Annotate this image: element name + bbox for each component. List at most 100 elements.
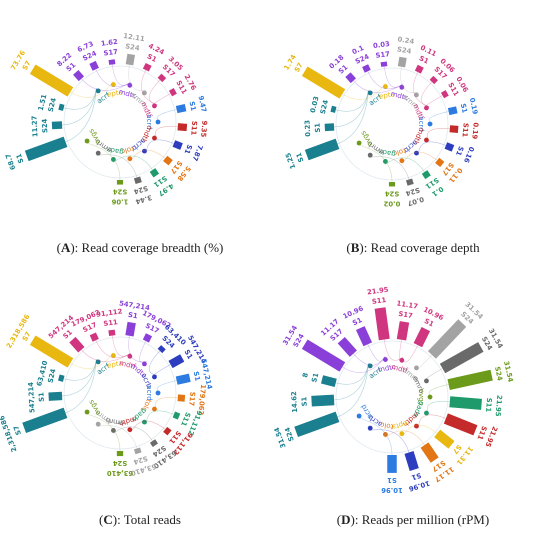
panel-b: acrfeptamdtcemramdtfacrdmdthacrbtolcgadx…: [282, 35, 479, 207]
group-dot-epta: [383, 84, 388, 89]
group-dot-emra: [142, 90, 147, 96]
group-dot-mdtc: [399, 84, 405, 90]
bar-sample-label: S1: [192, 371, 202, 382]
group-dot-emrb: [111, 428, 116, 433]
group-dot-mdtc: [127, 82, 133, 88]
connector-emrb: [368, 156, 410, 180]
bar-mdtf-s1: [69, 336, 85, 353]
connector-acrf: [63, 359, 97, 381]
bar-evgs-s24: [447, 369, 493, 390]
connector-mdtc: [383, 66, 403, 88]
bar-sample-label: S24: [132, 184, 148, 196]
bar-tolc-s17: [435, 157, 445, 168]
connector-acrf: [62, 88, 97, 126]
bar-acrf-s1: [324, 123, 335, 132]
bar-mdtf-s1: [414, 64, 424, 74]
bar-acrf-s1: [311, 394, 335, 407]
bar-mdth-s11: [443, 413, 478, 436]
group-dot-gadx: [383, 159, 388, 164]
bar-sample-label: S24: [125, 42, 141, 52]
bar-mdtf-s11: [108, 329, 116, 336]
bar-mdtf-s17: [396, 321, 410, 341]
bar-mdtc-s1: [73, 70, 85, 82]
bar-mdtc-s17: [337, 337, 357, 357]
bar-epta-s7: [29, 64, 74, 97]
connector-evgs: [356, 144, 393, 183]
connector-mdtc: [367, 71, 403, 90]
group-label-evgs: evgs: [87, 398, 102, 417]
bar-sample-label: S24: [47, 97, 58, 113]
bar-sample-label: S1: [37, 392, 45, 402]
group-label-evgs: evgs: [359, 129, 374, 148]
panel-c: acrfeptamdtfmdtcacrbacrdtolcgadxmdthemrb…: [0, 299, 214, 477]
bar-gadx-s11: [449, 396, 482, 410]
connector-mdtc: [81, 78, 131, 91]
group-dot-evgs: [427, 394, 433, 400]
bar-value-label: 1.51: [37, 93, 49, 111]
group-label-acrd: acrd: [145, 385, 153, 400]
bar-value-label: 1.62: [101, 38, 119, 48]
bar-sample-label: S1: [423, 317, 435, 329]
group-dot-acrd: [356, 413, 362, 419]
bar-mdtf-s17: [429, 75, 438, 85]
group-dot-evgs: [356, 140, 362, 146]
bar-tolc-s17: [163, 155, 173, 166]
bar-tolc-s17: [177, 394, 186, 402]
bar-sample-label: S1: [310, 372, 320, 384]
group-label-emrb: emrb: [105, 416, 125, 427]
connector-acrd: [356, 417, 393, 456]
connector-mdtf: [153, 93, 171, 106]
bar-acrd-s1: [447, 106, 458, 116]
connector-mdtc: [95, 69, 131, 88]
group-label-acrd: acrd: [360, 403, 375, 420]
bar-value-label: 91,112: [96, 307, 123, 318]
bar-value-label: 10.96: [408, 479, 431, 493]
connector-mdtf: [425, 95, 443, 108]
bar-mdtf-s17: [89, 332, 99, 342]
group-dot-gadx: [424, 410, 429, 416]
bar-mdtf-s1: [142, 62, 152, 72]
group-dot-acrb: [152, 374, 157, 380]
bar-sample-label: S17: [375, 50, 391, 60]
group-dot-mdth: [127, 427, 133, 433]
group-dot-acrf: [95, 359, 101, 365]
group-dot-evgs: [84, 409, 90, 415]
connector-gadx: [112, 155, 153, 171]
bar-sample-label: S1: [387, 476, 397, 484]
group-dot-epta: [399, 431, 405, 437]
group-dot-acrd: [155, 390, 161, 396]
connector-emrb: [425, 368, 443, 381]
bar-acrd-s1: [175, 373, 191, 385]
connector-acrb: [148, 350, 161, 376]
bar-mdtc-s17: [380, 61, 388, 67]
connector-acrb: [368, 429, 410, 453]
connector-mdtc: [353, 80, 403, 93]
group-dot-mdtf: [127, 353, 133, 359]
bar-acrf-s24: [51, 121, 63, 130]
group-dot-acrb: [367, 425, 373, 431]
bar-value-label: 0.23: [303, 119, 312, 136]
connector-evgs: [84, 413, 121, 452]
caption-d: (D): Reads per million (rPM): [337, 512, 489, 527]
bar-mdtc-s24: [301, 339, 346, 372]
bar-mdtc-s24: [362, 64, 371, 73]
group-label-tolc: tolc: [392, 146, 407, 157]
caption-b: (B): Read coverage depth: [346, 240, 480, 255]
bar-epta-s7: [434, 429, 455, 449]
bar-mdtf-s17: [157, 73, 167, 83]
bar-mdtc-s1: [355, 326, 373, 347]
bar-sample-label: S24: [41, 118, 50, 133]
connector-acrf: [335, 90, 369, 112]
group-dot-emrb: [367, 152, 373, 158]
bar-sample-label: S1: [182, 348, 194, 361]
bar-acrf-s24: [58, 374, 65, 382]
bar-emra-s24: [133, 447, 142, 455]
bar-emrb-s24: [133, 176, 142, 185]
group-dot-acrb: [142, 148, 147, 154]
connector-mdtf: [95, 340, 131, 359]
connector-acrf: [65, 88, 97, 143]
bar-value-label: 547,214: [27, 382, 37, 414]
bar-value-label: 179,062: [197, 384, 208, 416]
bar-sample-label: S7: [21, 59, 33, 72]
bar-sample-label: S1: [459, 103, 469, 114]
